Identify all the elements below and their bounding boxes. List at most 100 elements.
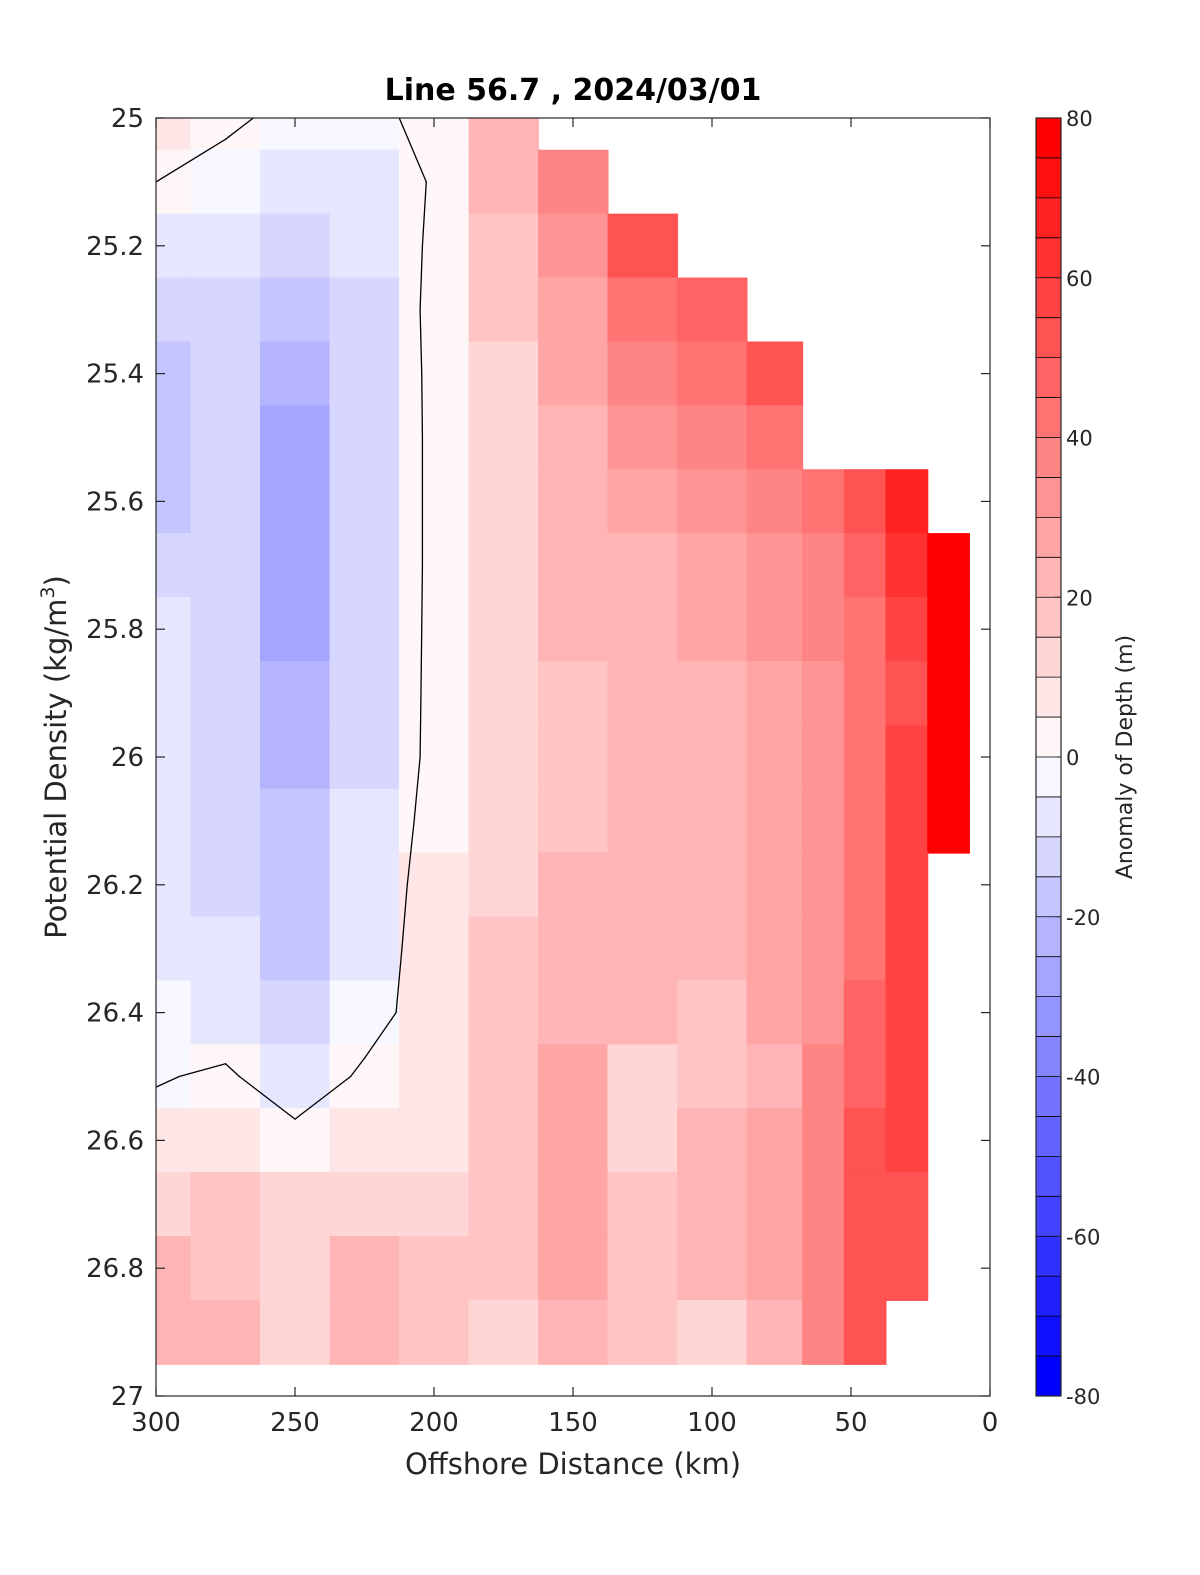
field-cell [329, 1044, 401, 1110]
field-cell [156, 660, 192, 726]
field-cell [746, 724, 804, 790]
field-cell [399, 1236, 470, 1301]
field-cell [802, 533, 845, 599]
field-cell [607, 852, 679, 918]
field-cell [156, 1044, 192, 1110]
colorbar-band [1036, 477, 1061, 518]
colorbar [1036, 118, 1061, 1396]
field-cell [677, 277, 748, 343]
field-cell [468, 1108, 540, 1174]
field-cell [746, 405, 804, 471]
field-cell [399, 405, 470, 471]
field-cell [260, 533, 331, 599]
field-cell [538, 660, 609, 726]
zero-contour-segment [420, 628, 423, 694]
field-cell [927, 660, 970, 726]
y-tick-label: 25.8 [86, 615, 144, 645]
field-cell [802, 852, 845, 918]
colorbar-band [1036, 517, 1061, 558]
colorbar-band [1036, 916, 1061, 957]
field-cell [885, 788, 929, 854]
field-cell [538, 1299, 609, 1365]
field-cell [607, 597, 679, 662]
field-cell [746, 1172, 804, 1238]
field-cell [885, 1172, 929, 1238]
field-cell [538, 1172, 609, 1238]
colorbar-tick-label: 80 [1066, 107, 1093, 131]
field-cell [260, 1299, 331, 1365]
field-cell [843, 469, 887, 535]
field-cell [607, 405, 679, 471]
field-cell [190, 660, 262, 726]
colorbar-band [1036, 637, 1061, 678]
field-cell [190, 724, 262, 790]
field-cell [885, 660, 929, 726]
field-cell [746, 1299, 804, 1365]
y-axis-ticks: 25 25.2 25.4 25.6 25.8 26 26.2 26.4 26.6 26.8 27 [86, 104, 990, 1412]
colorbar-tick-label: 0 [1066, 746, 1079, 770]
colorbar-band [1036, 118, 1061, 158]
field-cell [607, 1108, 679, 1174]
field-cell [746, 1044, 804, 1110]
y-axis-label-sup: 3 [37, 586, 59, 598]
field-cell [885, 1108, 929, 1174]
field-cell [468, 118, 540, 151]
zero-contour-segment [178, 1063, 227, 1078]
field-cell [329, 341, 401, 407]
field-cell [329, 852, 401, 918]
field-cell [538, 1108, 609, 1174]
field-cell [329, 1108, 401, 1174]
field-cell [538, 724, 609, 790]
field-cell [802, 660, 845, 726]
field-cell [677, 980, 748, 1046]
field-cell [399, 788, 470, 854]
field-cell [746, 980, 804, 1046]
y-tick-label: 26.6 [86, 1126, 144, 1156]
field-cell [677, 405, 748, 471]
y-axis-label-close: ) [39, 575, 73, 586]
field-cell [538, 277, 609, 343]
field-cell [677, 1108, 748, 1174]
colorbar-tick-label: -40 [1066, 1066, 1100, 1090]
field-cell [538, 597, 609, 662]
zero-contour-segment [238, 1075, 296, 1120]
field-cell [399, 533, 470, 599]
field-cell [399, 597, 470, 662]
field-cell [843, 980, 887, 1046]
y-tick-label: 25.6 [86, 487, 144, 517]
field-cell [538, 405, 609, 471]
field-cell [399, 469, 470, 535]
field-cell [538, 788, 609, 854]
field-cell [190, 1044, 262, 1110]
field-cell [677, 469, 748, 535]
zero-contour-segment [421, 372, 424, 439]
field-cell [843, 533, 887, 599]
field-cell [885, 597, 929, 662]
colorbar-band [1036, 1276, 1061, 1317]
zero-contour-segment [349, 1057, 366, 1078]
colorbar-band [1036, 437, 1061, 478]
field-cell [190, 1108, 262, 1174]
colorbar-band [1036, 996, 1061, 1037]
field-cell [607, 1236, 679, 1301]
field-cell [746, 1236, 804, 1301]
colorbar-tick-label: -80 [1066, 1385, 1100, 1409]
colorbar-tick-label: 40 [1066, 427, 1093, 451]
zero-contour-segment [401, 884, 408, 950]
field-cell [468, 277, 540, 343]
field-cell [468, 469, 540, 535]
colorbar-band [1036, 677, 1061, 718]
field-cell [802, 1299, 845, 1365]
colorbar-band [1036, 1356, 1061, 1396]
field-cell [329, 597, 401, 662]
field-cell [399, 724, 470, 790]
field-cell [607, 213, 679, 279]
chart-title: Line 56.7 , 2024/03/01 [385, 73, 762, 108]
y-axis-label: Potential Density (kg/m3) [37, 575, 73, 939]
field-cell [677, 852, 748, 918]
field-cell [468, 405, 540, 471]
colorbar-tick-label: 20 [1066, 586, 1093, 610]
field-cell [329, 213, 401, 279]
y-axis-label-main: Potential Density (kg/m [39, 599, 73, 939]
colorbar-tick-label: -20 [1066, 906, 1100, 930]
